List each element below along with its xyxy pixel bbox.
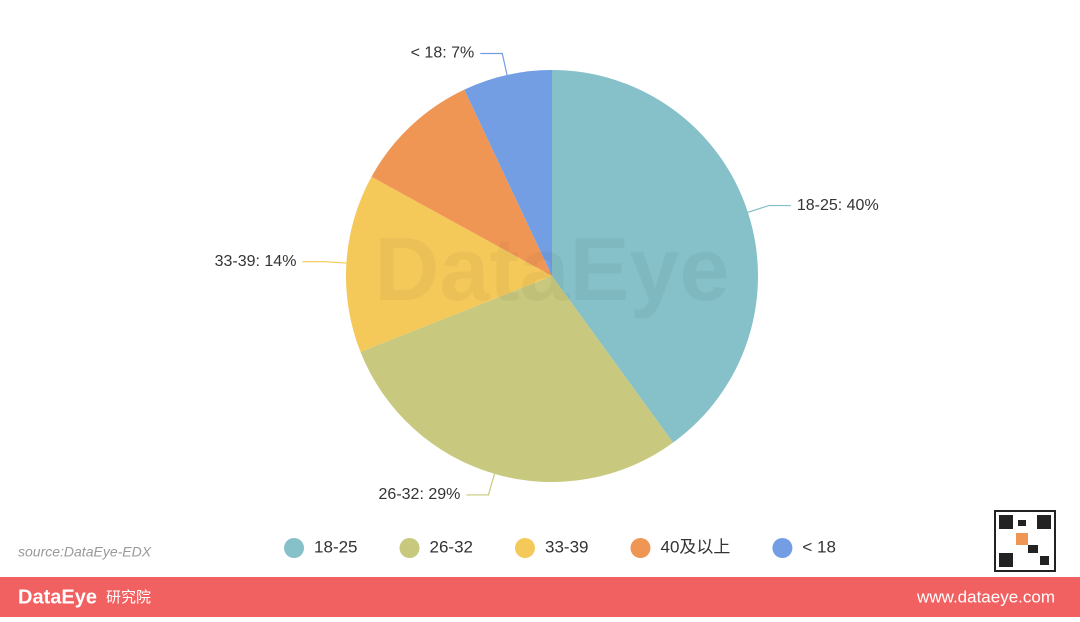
legend-label: 18-25 bbox=[314, 537, 357, 556]
leader-line bbox=[302, 261, 347, 264]
leader-line bbox=[747, 204, 791, 213]
data-label: < 18: 7% bbox=[411, 45, 475, 62]
pie-slice bbox=[346, 176, 552, 352]
data-label: 33-39: 14% bbox=[215, 253, 297, 270]
legend: 18-25 26-32 33-39 40及以上 < 18 bbox=[284, 537, 836, 558]
legend-swatch bbox=[399, 538, 420, 558]
legend-swatch bbox=[284, 538, 305, 558]
qr-code bbox=[994, 510, 1056, 572]
footer-bar bbox=[0, 577, 1080, 617]
pie-slice bbox=[371, 89, 552, 277]
legend-label: 33-39 bbox=[545, 537, 588, 556]
source-note: source:DataEye-EDX bbox=[18, 544, 152, 560]
data-label: 18-25: 40% bbox=[797, 197, 879, 214]
pie-slice bbox=[464, 70, 552, 276]
legend-label: 26-32 bbox=[430, 537, 473, 556]
legend-swatch bbox=[630, 538, 651, 558]
leader-line bbox=[480, 52, 508, 76]
legend-label: 40及以上 bbox=[660, 537, 730, 556]
leader-line bbox=[466, 473, 496, 496]
legend-swatch bbox=[772, 538, 793, 558]
watermark: DataEye bbox=[374, 220, 729, 320]
pie-slice bbox=[552, 70, 758, 443]
legend-swatch bbox=[515, 538, 535, 558]
footer-site: www.dataeye.com bbox=[916, 587, 1055, 606]
footer-brand: DataEye bbox=[18, 586, 97, 608]
pie-slice bbox=[360, 276, 674, 483]
data-label: 26-32: 29% bbox=[379, 486, 461, 503]
legend-label: < 18 bbox=[802, 537, 836, 556]
footer-brand-suffix: 研究院 bbox=[106, 588, 151, 606]
